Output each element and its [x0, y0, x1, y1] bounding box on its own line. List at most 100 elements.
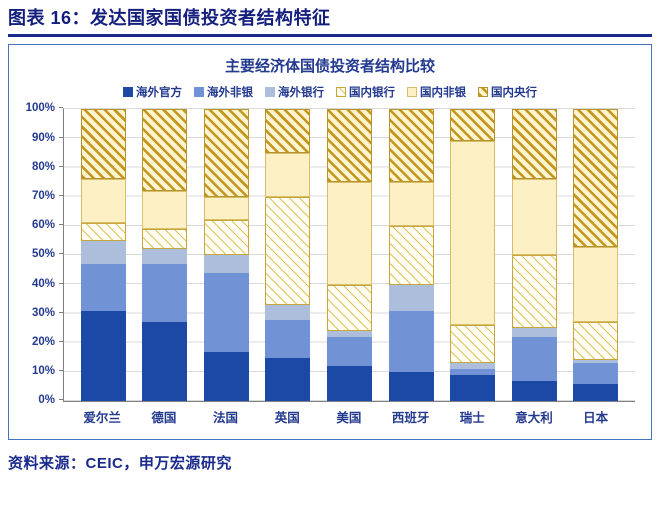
- bar-segment-海外银行: [511, 328, 557, 338]
- x-label: 西班牙: [391, 411, 430, 426]
- bar-segment-海外银行: [203, 255, 249, 273]
- bar-segment-海外银行: [450, 363, 496, 370]
- bar-segment-国内非银: [450, 141, 496, 326]
- x-label: 爱尔兰: [83, 411, 121, 426]
- bar-segment-国内银行: [203, 220, 249, 256]
- bar-segment-海外官方: [388, 372, 434, 402]
- bar-segment-国内央行: [511, 109, 557, 180]
- y-tick-label: 60%: [31, 219, 55, 232]
- legend-label: 国内非银: [420, 87, 466, 100]
- legend-swatch-icon: [407, 87, 417, 98]
- legend-item: 国内央行: [478, 84, 537, 100]
- bar-segment-国内银行: [80, 223, 126, 241]
- bar-英国: [265, 109, 311, 402]
- y-tick-label: 40%: [31, 277, 55, 290]
- source-text: 资料来源：CEIC，申万宏源研究: [8, 455, 232, 473]
- bar-segment-海外非银: [573, 363, 619, 384]
- legend-item: 国内非银: [407, 84, 466, 100]
- bar-德国: [142, 109, 188, 402]
- y-tick-mark: [59, 282, 63, 284]
- legend-label: 国内央行: [491, 87, 537, 100]
- y-tick-mark: [59, 253, 63, 255]
- report-header: 图表 16：发达国家国债投资者结构特征: [0, 0, 660, 38]
- y-tick-mark: [59, 399, 63, 401]
- chart-title: 主要经济体国债投资者结构比较: [224, 58, 435, 76]
- bar-segment-国内央行: [573, 109, 619, 247]
- bar-segment-国内央行: [203, 109, 249, 197]
- bar-爱尔兰: [80, 109, 126, 402]
- x-label: 法国: [213, 411, 239, 426]
- bar-segment-国内银行: [388, 226, 434, 285]
- bar-segment-国内银行: [265, 196, 311, 305]
- y-tick-mark: [59, 224, 63, 226]
- bar-segment-国内央行: [265, 109, 311, 154]
- legend-item: 海外官方: [123, 84, 182, 100]
- x-label: 瑞士: [459, 411, 485, 426]
- bar-瑞士: [450, 109, 496, 402]
- bar-法国: [203, 109, 249, 402]
- bar-segment-国内非银: [573, 246, 619, 323]
- bar-segment-海外银行: [265, 304, 311, 320]
- bar-segment-海外非银: [80, 264, 126, 311]
- bar-segment-海外官方: [450, 375, 496, 402]
- y-tick-label: 90%: [31, 131, 55, 144]
- bar-segment-海外银行: [80, 240, 126, 265]
- legend-swatch-icon: [478, 87, 488, 98]
- y-tick-label: 0%: [38, 394, 55, 407]
- legend-label: 海外非银: [207, 87, 253, 100]
- bar-segment-国内央行: [142, 109, 188, 192]
- y-tick-label: 100%: [25, 102, 55, 115]
- bar-segment-国内非银: [142, 191, 188, 230]
- bar-segment-国内非银: [326, 182, 372, 285]
- y-tick-mark: [59, 311, 63, 313]
- bar-segment-海外官方: [326, 366, 372, 402]
- bar-segment-海外非银: [203, 272, 249, 352]
- plot-column: 爱尔兰 德国 法国 英国 美国 西班牙 瑞士 意大利 日本: [63, 108, 635, 426]
- legend-swatch-icon: [123, 87, 133, 98]
- legend-label: 国内银行: [349, 87, 395, 100]
- bar-segment-海外官方: [511, 380, 557, 402]
- bar-segment-国内非银: [265, 153, 311, 197]
- bar-segment-海外银行: [573, 360, 619, 364]
- legend-label: 海外官方: [136, 87, 182, 100]
- legend-item: 国内银行: [336, 84, 395, 100]
- bar-segment-国内央行: [80, 109, 126, 180]
- x-label: 美国: [336, 411, 362, 426]
- bar-segment-海外官方: [142, 322, 188, 402]
- y-tick-label: 80%: [31, 160, 55, 173]
- bar-segment-海外银行: [388, 284, 434, 311]
- bar-segment-国内银行: [450, 325, 496, 364]
- bar-segment-国内银行: [511, 255, 557, 329]
- bar-segment-海外官方: [573, 383, 619, 402]
- y-tick-label: 10%: [31, 365, 55, 378]
- bar-segment-海外非银: [265, 319, 311, 358]
- bar-segment-海外银行: [142, 249, 188, 265]
- bar-segment-国内非银: [80, 179, 126, 224]
- legend-swatch-icon: [336, 87, 346, 98]
- bar-segment-海外官方: [80, 310, 126, 402]
- bar-segment-海外非银: [142, 264, 188, 323]
- chart-figure: 主要经济体国债投资者结构比较 海外官方 海外非银 海外银行 国内银行 国内非银 国内央行 …: [8, 44, 652, 441]
- x-axis-labels: 爱尔兰 德国 法国 英国 美国 西班牙 瑞士 意大利 日本: [63, 407, 635, 426]
- y-tick-label: 50%: [31, 248, 55, 261]
- bar-美国: [326, 109, 372, 402]
- header-rule: [8, 34, 652, 38]
- bar-segment-国内非银: [388, 182, 434, 227]
- y-tick-mark: [59, 165, 63, 167]
- bar-segment-国内银行: [326, 284, 372, 332]
- bar-segment-国内非银: [203, 196, 249, 221]
- x-label: 英国: [274, 411, 300, 426]
- bar-segment-海外非银: [388, 310, 434, 373]
- bar-segment-国内央行: [326, 109, 372, 183]
- bar-segment-海外非银: [511, 337, 557, 381]
- bar-西班牙: [388, 109, 434, 402]
- bar-segment-海外非银: [326, 337, 372, 367]
- bar-意大利: [511, 109, 557, 402]
- y-tick-mark: [59, 340, 63, 342]
- bar-segment-海外银行: [326, 331, 372, 338]
- x-label: 意大利: [515, 411, 553, 426]
- bar-segment-海外官方: [203, 351, 249, 402]
- y-tick-mark: [59, 194, 63, 196]
- y-tick-label: 20%: [31, 335, 55, 348]
